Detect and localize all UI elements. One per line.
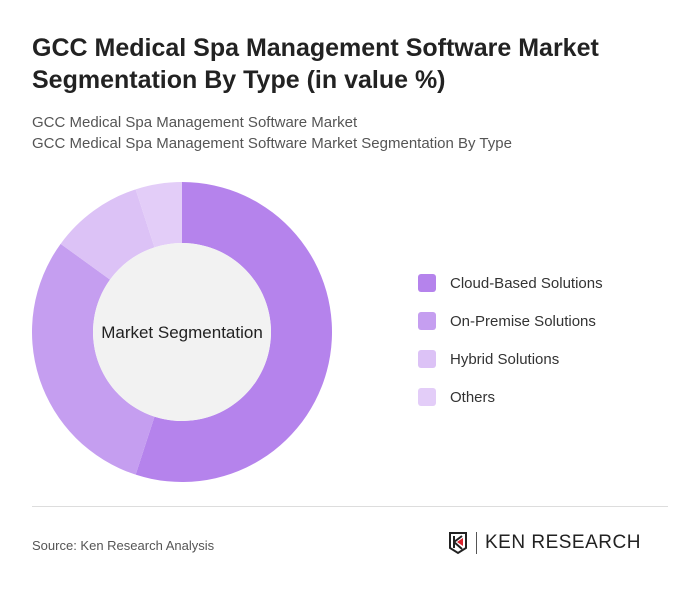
legend-item: On-Premise Solutions xyxy=(418,302,603,340)
slice-others xyxy=(135,182,182,248)
subtitle-2: GCC Medical Spa Management Software Mark… xyxy=(32,135,512,152)
ken-research-logo: KEN RESEARCH xyxy=(448,531,641,555)
legend: Cloud-Based Solutions On-Premise Solution… xyxy=(418,264,603,416)
legend-label: Others xyxy=(450,388,496,406)
donut-center xyxy=(93,243,271,421)
source-text: Source: Ken Research Analysis xyxy=(32,538,215,553)
legend-swatch xyxy=(418,274,436,292)
slice-on-premise-solutions xyxy=(31,243,155,475)
legend-swatch xyxy=(418,388,436,406)
logo-icon xyxy=(449,532,467,555)
legend-item: Others xyxy=(418,378,603,416)
legend-label: On-Premise Solutions xyxy=(450,312,596,330)
center-label: Market Segmentation xyxy=(101,323,263,342)
slice-cloud-based-solutions xyxy=(135,182,332,482)
legend-item: Cloud-Based Solutions xyxy=(418,264,603,302)
legend-label: Hybrid Solutions xyxy=(450,350,560,368)
logo-text: KEN RESEARCH xyxy=(485,532,641,553)
legend-swatch xyxy=(418,312,436,330)
subtitle-1: GCC Medical Spa Management Software Mark… xyxy=(32,114,358,131)
chart-title: GCC Medical Spa Management Software Mark… xyxy=(32,34,599,94)
slice-hybrid-solutions xyxy=(60,189,155,280)
legend-swatch xyxy=(418,350,436,368)
legend-item: Hybrid Solutions xyxy=(418,340,603,378)
divider xyxy=(32,506,668,507)
legend-label: Cloud-Based Solutions xyxy=(450,274,603,292)
